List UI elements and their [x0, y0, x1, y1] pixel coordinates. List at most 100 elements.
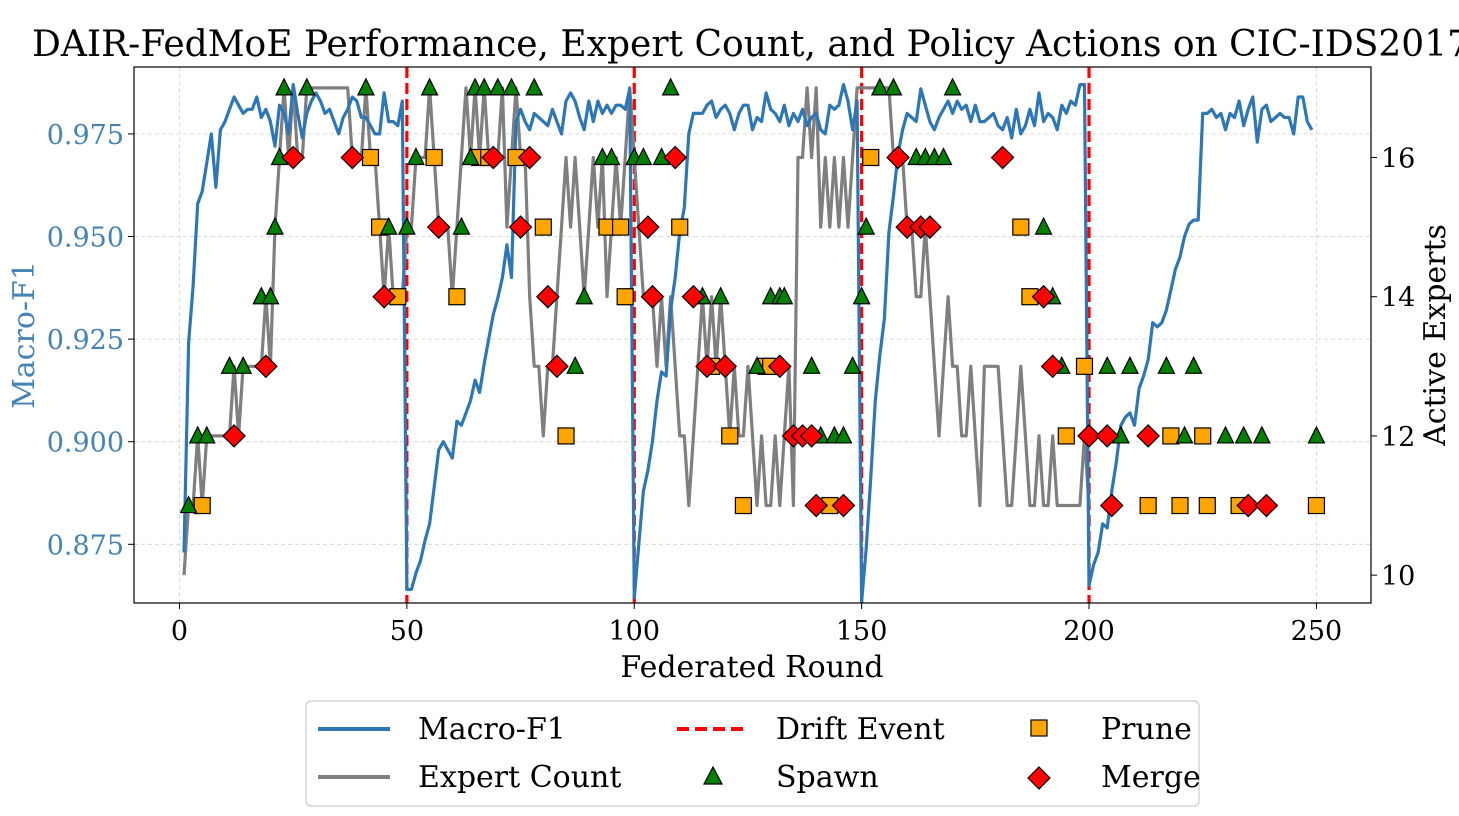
merge-marker [1136, 424, 1161, 448]
legend-spawn-marker [703, 765, 723, 785]
left-y-axis-label: Macro-F1 [7, 261, 42, 409]
chart-title: DAIR-FedMoE Performance, Expert Count, a… [32, 24, 1459, 65]
prune-marker [448, 288, 466, 306]
legend-merge-label: Merge [1101, 760, 1201, 795]
grid-lines [134, 67, 1371, 603]
merge-marker [281, 145, 306, 170]
merge-marker [545, 354, 569, 379]
spawn-marker [802, 355, 821, 374]
x-tick-label: 0 [171, 616, 188, 647]
merge-marker [1236, 493, 1261, 518]
spawn-marker [261, 286, 280, 305]
left-y-tick-label: 0.975 [47, 120, 124, 151]
legend-box [305, 700, 1200, 807]
merge-marker [1031, 284, 1056, 309]
prune-marker [1075, 357, 1094, 375]
legend-drift-label: Drift Event [776, 712, 945, 747]
prune-marker [862, 148, 880, 167]
merge-marker [695, 354, 719, 379]
x-axis-label: Federated Round [620, 650, 883, 685]
right-y-tick-label: 10 [1381, 561, 1415, 592]
merge-marker [767, 354, 792, 379]
spawn-marker [884, 77, 903, 96]
spawn-marker [179, 495, 198, 514]
prune-marker [1171, 496, 1189, 515]
merge-marker [681, 284, 706, 309]
merge-marker [372, 284, 396, 309]
spawn-marker [1157, 355, 1176, 374]
spawn-marker [748, 355, 767, 374]
prune-marker [1194, 427, 1212, 445]
spawn-marker [575, 286, 594, 305]
series-lines [182, 83, 1314, 604]
spawn-marker [234, 355, 253, 374]
spawn-marker [502, 77, 521, 96]
prune-marker [1057, 427, 1075, 445]
prune-marker [425, 148, 443, 167]
legend: Macro-F1 Expert Count Drift Event Spawn … [305, 700, 1201, 807]
spawn-marker [566, 355, 585, 374]
spawn-marker [870, 77, 889, 96]
merge-marker [831, 493, 856, 518]
spawn-marker [397, 216, 416, 235]
spawn-marker [379, 216, 398, 235]
legend-expert-count-label: Expert Count [418, 760, 621, 795]
spawn-marker [266, 216, 284, 235]
spawn-marker [461, 147, 480, 166]
merge-marker [222, 424, 246, 448]
right-y-tick-label: 14 [1381, 283, 1415, 314]
prune-marker [734, 496, 753, 515]
prune-marker [534, 218, 552, 236]
spawn-marker [1098, 355, 1117, 374]
left-y-tick-label: 0.900 [47, 428, 124, 459]
left-y-tick-label: 0.875 [47, 530, 124, 561]
right-y-axis-ticks: 10 12 14 16 [1371, 143, 1415, 592]
spawn-marker [275, 77, 294, 96]
right-y-tick-label: 12 [1381, 422, 1415, 453]
merge-marker [508, 215, 533, 239]
merge-marker [636, 215, 660, 239]
legend-spawn-label: Spawn [776, 760, 879, 795]
spawn-marker [602, 147, 621, 166]
x-tick-label: 50 [390, 616, 424, 647]
merge-marker [481, 145, 506, 170]
prune-marker [1162, 427, 1180, 445]
merge-marker [663, 145, 688, 170]
spawn-marker [943, 77, 962, 96]
spawn-marker [843, 355, 862, 374]
spawn-marker [1120, 355, 1139, 374]
macro-f1-line [182, 83, 1314, 604]
prune-marker [1139, 496, 1157, 515]
prune-marker [612, 218, 630, 236]
x-axis-ticks: 0 50 100 150 200 250 [171, 603, 1342, 647]
spawn-marker [857, 216, 876, 235]
spawn-marker [406, 147, 425, 166]
spawn-marker [834, 425, 853, 444]
spawn-marker [1175, 425, 1194, 444]
spawn-marker [488, 77, 507, 96]
merge-marker [340, 145, 365, 170]
prune-marker [193, 496, 211, 515]
left-y-tick-label: 0.925 [47, 325, 124, 356]
spawn-marker [475, 77, 494, 96]
spawn-marker [1034, 216, 1053, 235]
prune-marker [721, 427, 739, 445]
spawn-marker [297, 77, 316, 96]
plot-area-frame [133, 66, 1372, 604]
spawn-marker [1234, 425, 1253, 444]
legend-prune-marker [1030, 719, 1048, 737]
merge-marker [1095, 424, 1120, 448]
spawn-marker [452, 216, 471, 235]
spawn-marker [420, 77, 439, 96]
prune-marker [616, 288, 634, 306]
prune-marker [1307, 496, 1326, 515]
merge-marker [1077, 424, 1101, 448]
merge-marker [536, 284, 560, 309]
right-y-tick-label: 16 [1381, 143, 1415, 174]
spawn-marker [775, 286, 794, 305]
prune-marker [361, 148, 380, 167]
x-tick-label: 250 [1291, 616, 1343, 647]
legend-prune-label: Prune [1101, 712, 1192, 747]
merge-marker [804, 493, 829, 518]
